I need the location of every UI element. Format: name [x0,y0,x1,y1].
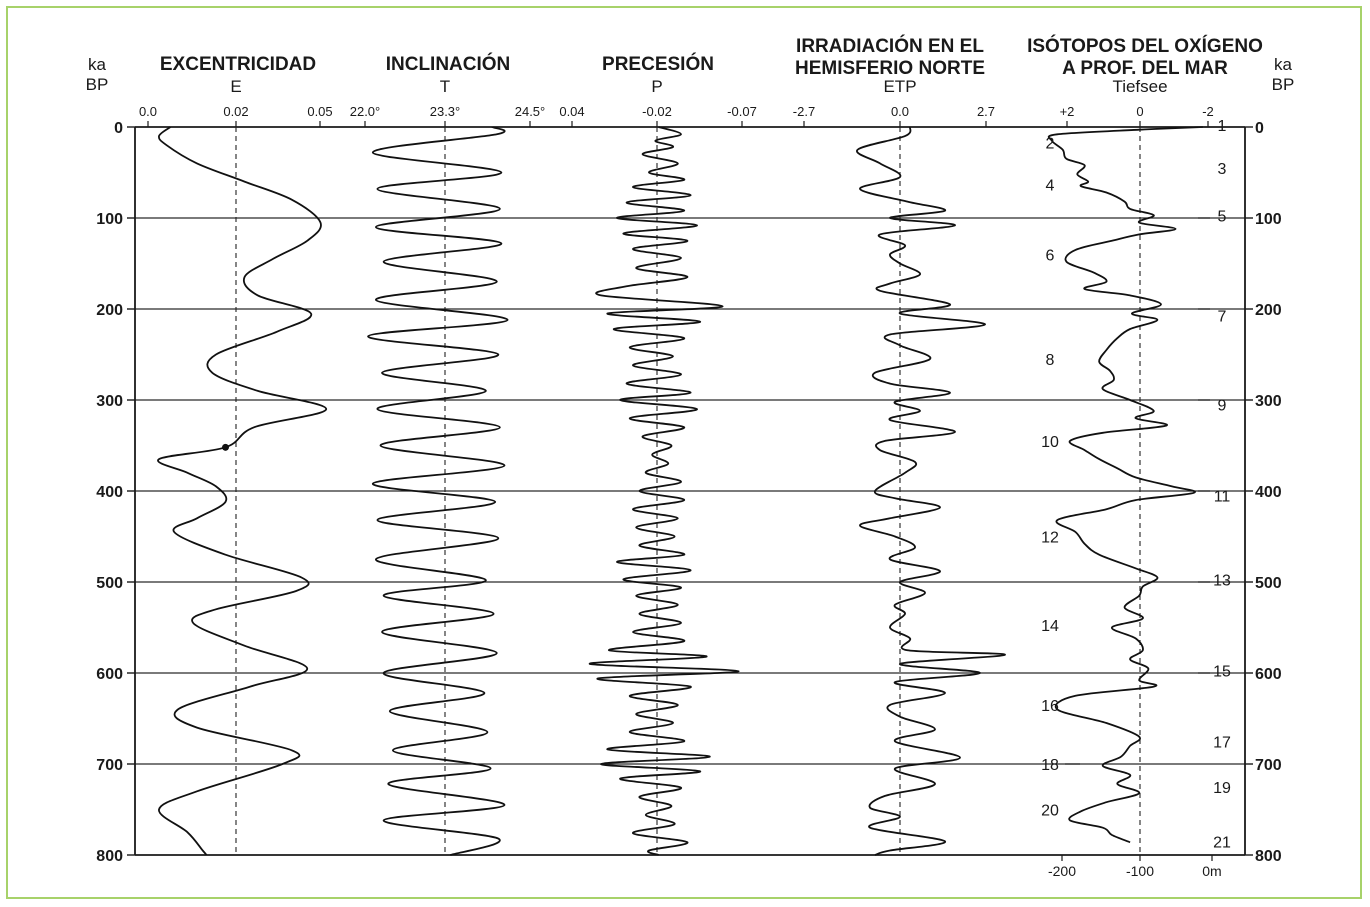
stage-label-20: 20 [1041,803,1059,820]
t-tick-label-0: 22.0° [350,104,381,119]
stage-label-18: 18 [1041,757,1059,774]
y-tick-right-200: 200 [1255,302,1282,319]
e-tick-label-0: 0.0 [139,104,157,119]
y-tick-left-700: 700 [96,757,123,774]
e-curve [157,126,328,856]
stage-label-3: 3 [1218,161,1227,178]
y-tick-left-500: 500 [96,575,123,592]
e-tick-label-1: 0.02 [223,104,248,119]
iso-bottom-label-0: -200 [1048,863,1076,879]
etp-curve [856,126,1006,856]
y-tick-right-100: 100 [1255,211,1282,228]
y-tick-left-800: 800 [96,848,123,865]
iso-symbol: Tiefsee [1112,77,1167,96]
stage-label-4: 4 [1046,177,1055,194]
e-tick-label-2: 0.05 [307,104,332,119]
stage-label-5: 5 [1218,208,1227,225]
p-tick-label-0: 0.04 [559,104,584,119]
t-title: INCLINACIÓN [386,53,511,75]
stage-label-15: 15 [1213,663,1231,680]
stage-label-10: 10 [1041,434,1059,451]
y-tick-right-700: 700 [1255,757,1282,774]
iso-title-line1: ISÓTOPOS DEL OXÍGENO [1027,35,1263,57]
etp-symbol: ETP [883,77,916,96]
stage-label-21: 21 [1213,834,1231,851]
stage-label-2: 2 [1046,135,1055,152]
t-tick-label-1: 23.3° [430,104,461,119]
t-curve [367,126,509,856]
stage-label-6: 6 [1046,247,1055,264]
y-unit-left-line1: ka [88,55,107,74]
e-title: EXCENTRICIDAD [160,54,316,75]
y-tick-right-300: 300 [1255,393,1282,410]
y-tick-left-300: 300 [96,393,123,410]
stage-label-7: 7 [1218,308,1227,325]
stage-label-9: 9 [1218,398,1227,415]
iso-tick-label-1: 0 [1136,104,1143,119]
t-symbol: T [440,77,450,96]
etp-tick-label-2: 2.7 [977,104,995,119]
p-title: PRECESIÓN [602,53,714,75]
y-unit-left-line2: BP [86,75,109,94]
p-symbol: P [651,77,662,96]
t-tick-label-2: 24.5° [515,104,546,119]
iso-tick-label-0: +2 [1060,104,1075,119]
stage-label-11: 11 [1214,489,1231,506]
e-curve-marker [222,443,229,451]
p-tick-label-1: -0.02 [642,104,672,119]
y-tick-left-600: 600 [96,666,123,683]
y-tick-left-0: 0 [114,120,123,137]
etp-tick-label-0: -2.7 [793,104,815,119]
y-tick-left-200: 200 [96,302,123,319]
y-tick-right-500: 500 [1255,575,1282,592]
iso-title-line2: A PROF. DEL MAR [1062,58,1228,79]
etp-title-line2: HEMISFERIO NORTE [795,58,985,79]
iso-tick-label-2: -2 [1202,104,1214,119]
etp-title-line1: IRRADIACIÓN EN EL [796,35,984,57]
stage-label-19: 19 [1213,780,1231,797]
stage-label-12: 12 [1041,530,1059,547]
etp-tick-label-1: 0.0 [891,104,909,119]
p-tick-label-2: -0.07 [727,104,757,119]
stage-label-1: 1 [1218,118,1227,135]
iso-curve [1047,126,1203,844]
y-tick-right-400: 400 [1255,484,1282,501]
stage-label-13: 13 [1213,572,1231,589]
y-unit-right-line1: ka [1274,55,1293,74]
stage-label-8: 8 [1046,352,1055,369]
stage-label-16: 16 [1041,698,1059,715]
iso-bottom-label-1: -100 [1126,863,1154,879]
y-tick-left-400: 400 [96,484,123,501]
y-unit-right-line2: BP [1272,75,1295,94]
stage-label-17: 17 [1213,734,1231,751]
chart-frame [6,6,1362,899]
p-curve [588,126,740,856]
y-tick-right-0: 0 [1255,120,1264,137]
stage-label-14: 14 [1041,618,1059,635]
y-tick-right-800: 800 [1255,848,1282,865]
y-tick-left-100: 100 [96,211,123,228]
e-symbol: E [230,77,241,96]
y-tick-right-600: 600 [1255,666,1282,683]
iso-bottom-label-2: 0m [1202,863,1221,879]
